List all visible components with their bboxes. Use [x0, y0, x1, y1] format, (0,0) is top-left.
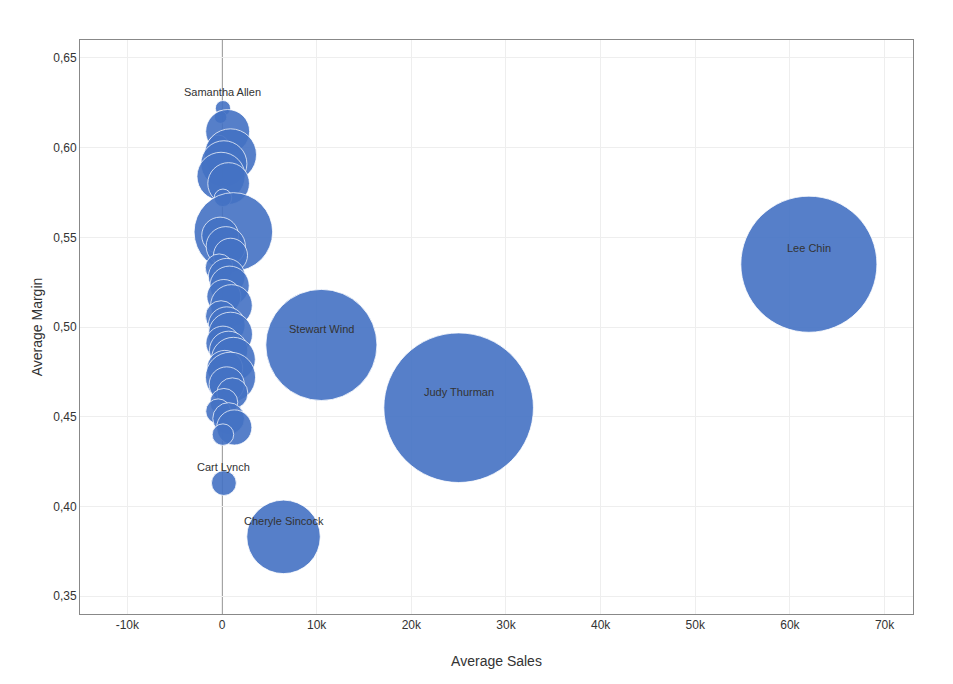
svg-text:70k: 70k: [875, 618, 895, 632]
svg-text:Average Sales: Average Sales: [451, 653, 542, 669]
svg-text:-10k: -10k: [116, 618, 140, 632]
svg-text:0,45: 0,45: [53, 410, 77, 424]
svg-text:20k: 20k: [402, 618, 422, 632]
svg-text:Cart Lynch: Cart Lynch: [197, 461, 250, 473]
svg-text:50k: 50k: [686, 618, 706, 632]
svg-text:0,60: 0,60: [53, 141, 77, 155]
svg-text:0,50: 0,50: [53, 320, 77, 334]
svg-text:Cheryle Sincock: Cheryle Sincock: [244, 515, 324, 527]
svg-text:10k: 10k: [307, 618, 327, 632]
svg-text:0,55: 0,55: [53, 231, 77, 245]
svg-text:0: 0: [219, 618, 226, 632]
svg-text:0,35: 0,35: [53, 589, 77, 603]
svg-text:0,40: 0,40: [53, 500, 77, 514]
svg-text:40k: 40k: [591, 618, 611, 632]
svg-text:Stewart Wind: Stewart Wind: [289, 323, 354, 335]
svg-text:Lee Chin: Lee Chin: [787, 242, 831, 254]
svg-text:Judy Thurman: Judy Thurman: [424, 386, 494, 398]
svg-text:Samantha Allen: Samantha Allen: [184, 86, 261, 98]
svg-text:Average Margin: Average Margin: [29, 278, 45, 377]
svg-text:60k: 60k: [780, 618, 800, 632]
svg-text:30k: 30k: [496, 618, 516, 632]
svg-text:0,65: 0,65: [53, 51, 77, 65]
